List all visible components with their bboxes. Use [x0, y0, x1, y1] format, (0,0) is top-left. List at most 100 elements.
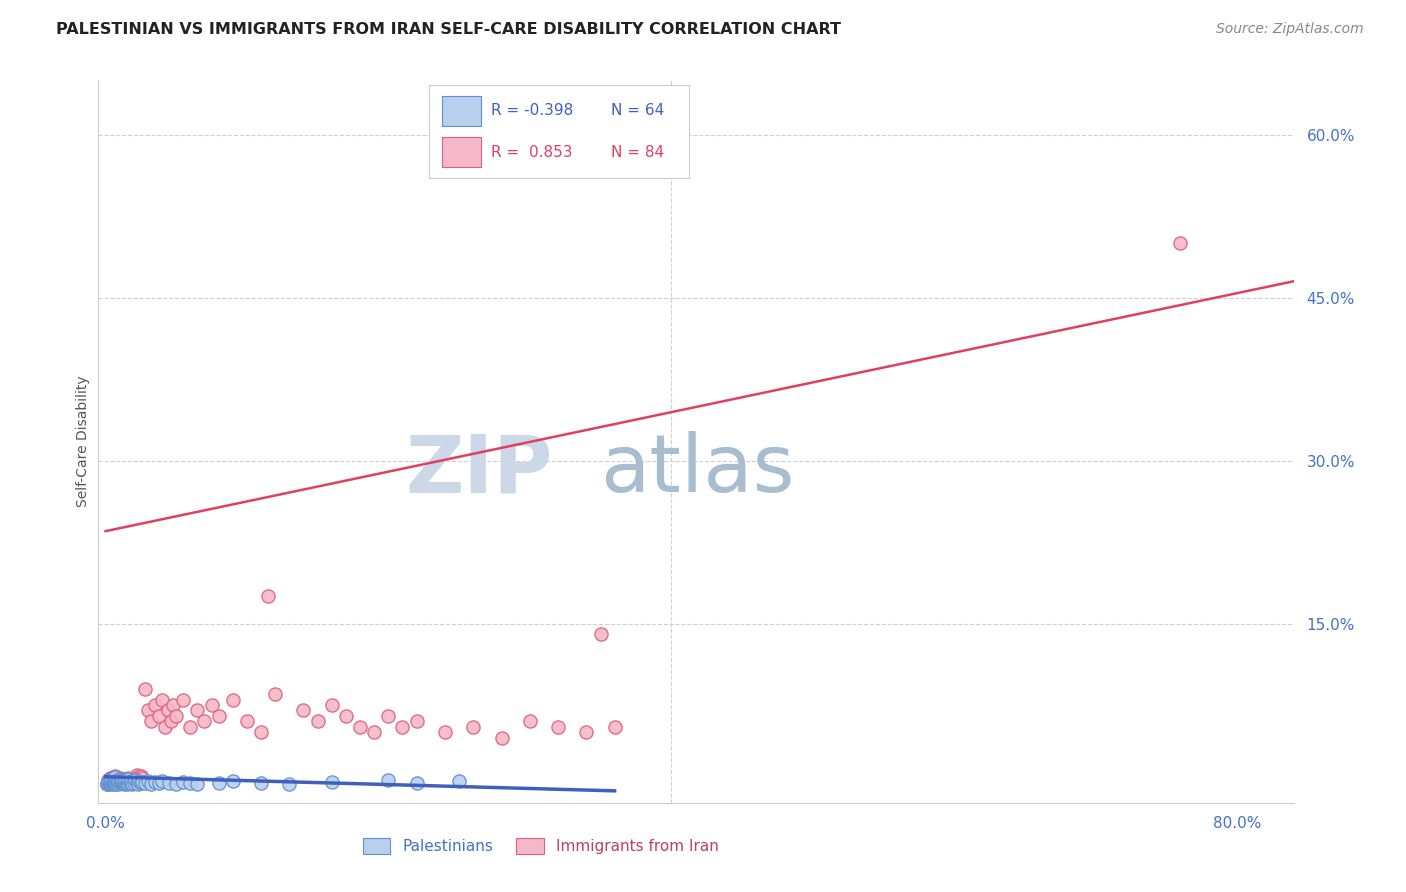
Point [148, 709, 170, 723]
Point [100, 776, 122, 790]
Point [120, 775, 142, 789]
Point [104, 777, 127, 791]
Point [589, 627, 612, 641]
Point [150, 774, 173, 789]
Point [250, 776, 273, 790]
Point [110, 775, 132, 789]
Point [103, 775, 125, 789]
Point [222, 774, 245, 789]
Point [128, 772, 150, 786]
Point [1170, 236, 1192, 251]
Point [349, 720, 371, 734]
Point [100, 772, 122, 787]
Point [179, 720, 201, 734]
Point [104, 769, 127, 783]
Point [377, 709, 399, 723]
Text: R = -0.398: R = -0.398 [491, 103, 574, 119]
Point [97, 774, 120, 789]
Point [121, 777, 143, 791]
Point [115, 774, 138, 789]
Point [103, 774, 125, 789]
Point [108, 771, 131, 785]
Point [110, 772, 132, 786]
Point [128, 774, 150, 789]
Point [391, 720, 413, 734]
Point [122, 774, 145, 789]
Point [150, 692, 173, 706]
Point [292, 703, 315, 717]
Point [200, 698, 222, 712]
Point [98, 777, 121, 791]
Point [110, 774, 132, 789]
Point [179, 776, 201, 790]
Point [107, 776, 129, 790]
Point [405, 714, 427, 729]
Point [101, 770, 124, 784]
Point [463, 720, 485, 734]
Point [162, 698, 184, 712]
Point [100, 775, 122, 789]
Legend: Palestinians, Immigrants from Iran: Palestinians, Immigrants from Iran [357, 832, 724, 860]
Point [208, 776, 231, 790]
Point [112, 775, 135, 789]
Point [257, 590, 280, 604]
Point [117, 771, 139, 785]
Point [112, 777, 135, 791]
Point [159, 714, 181, 729]
Point [193, 714, 215, 729]
Text: N = 64: N = 64 [610, 103, 664, 119]
Point [103, 772, 125, 786]
Point [120, 772, 142, 787]
Point [108, 776, 131, 790]
Point [547, 720, 569, 734]
Point [111, 776, 134, 790]
Bar [441, 96, 481, 126]
Point [120, 774, 142, 789]
Point [100, 772, 122, 786]
Point [111, 772, 134, 787]
Point [117, 775, 139, 789]
Point [129, 776, 152, 790]
Point [97, 775, 120, 789]
Point [98, 771, 121, 785]
Point [114, 772, 136, 787]
Point [124, 772, 146, 787]
Point [321, 698, 343, 712]
Point [97, 776, 120, 790]
Point [148, 776, 170, 790]
Point [101, 776, 124, 790]
Point [125, 775, 148, 789]
Point [104, 776, 127, 790]
Point [335, 709, 357, 723]
Point [115, 777, 138, 791]
Point [491, 731, 513, 745]
Text: R =  0.853: R = 0.853 [491, 145, 572, 160]
Text: PALESTINIAN VS IMMIGRANTS FROM IRAN SELF-CARE DISABILITY CORRELATION CHART: PALESTINIAN VS IMMIGRANTS FROM IRAN SELF… [56, 22, 841, 37]
Point [134, 776, 156, 790]
Point [114, 776, 136, 790]
Point [96, 777, 118, 791]
Point [449, 774, 471, 789]
Point [363, 725, 385, 739]
Point [111, 774, 134, 789]
Point [127, 770, 149, 784]
Point [104, 772, 127, 787]
Point [118, 774, 141, 789]
Point [208, 709, 231, 723]
Point [278, 777, 301, 791]
Point [107, 774, 129, 789]
Point [222, 692, 245, 706]
Point [143, 698, 166, 712]
Point [105, 775, 128, 789]
Point [136, 703, 159, 717]
Point [236, 714, 259, 729]
Point [107, 772, 129, 787]
Point [377, 772, 399, 787]
Point [129, 769, 152, 783]
Point [98, 775, 121, 789]
Point [575, 725, 598, 739]
Text: N = 84: N = 84 [610, 145, 664, 160]
Point [120, 776, 142, 790]
Text: atlas: atlas [600, 432, 794, 509]
Point [114, 775, 136, 789]
